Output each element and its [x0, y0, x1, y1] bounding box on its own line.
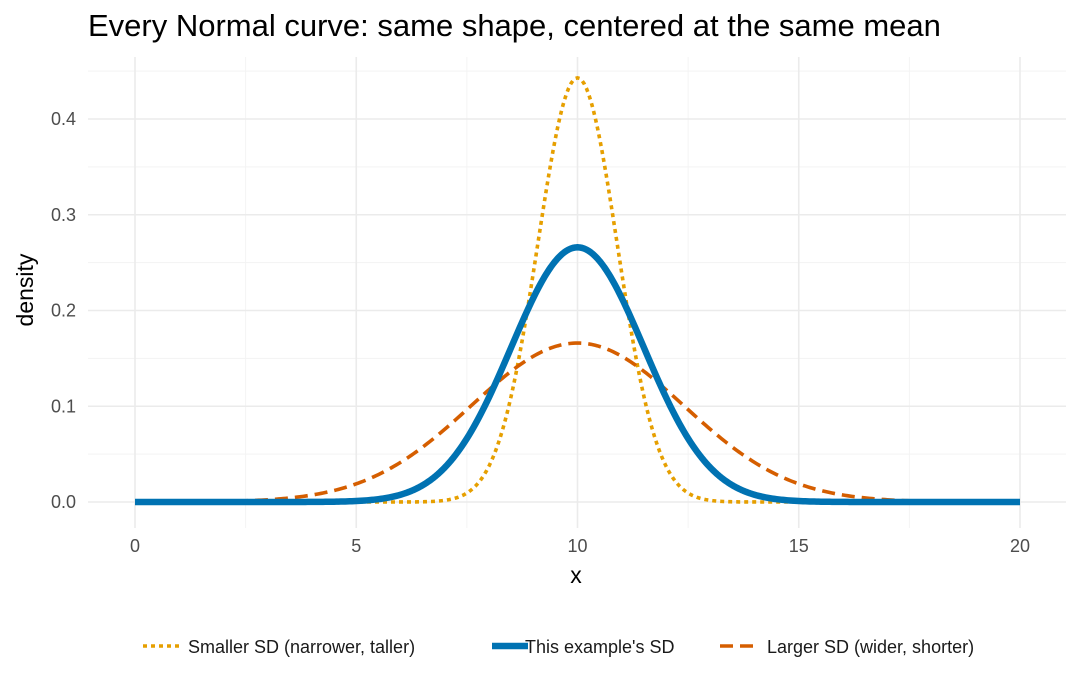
y-tick-label: 0.2: [51, 301, 76, 321]
y-tick-label: 0.4: [51, 109, 76, 129]
grid-lines: [88, 57, 1066, 528]
x-tick-label: 5: [351, 536, 361, 556]
legend-label-2: This example's SD: [525, 637, 674, 657]
y-tick-label: 0.3: [51, 205, 76, 225]
x-axis-ticks: 0 5 10 15 20: [130, 536, 1030, 556]
series-curves: [133, 76, 1022, 506]
x-tick-label: 15: [789, 536, 809, 556]
y-axis-ticks: 0.0 0.1 0.2 0.3 0.4: [51, 109, 76, 512]
y-tick-label: 0.0: [51, 492, 76, 512]
x-tick-label: 20: [1010, 536, 1030, 556]
chart-title: Every Normal curve: same shape, centered…: [88, 8, 941, 43]
y-tick-label: 0.1: [51, 396, 76, 416]
y-axis-title: density: [12, 253, 38, 326]
x-axis-title: x: [570, 562, 582, 588]
series-line-2: [133, 244, 1022, 506]
legend-label-3: Larger SD (wider, shorter): [767, 637, 974, 657]
x-tick-label: 10: [567, 536, 587, 556]
legend-label-1: Smaller SD (narrower, taller): [188, 637, 415, 657]
x-tick-label: 0: [130, 536, 140, 556]
series-line-3: [135, 341, 1020, 504]
legend: Smaller SD (narrower, taller) This exampl…: [143, 637, 974, 657]
